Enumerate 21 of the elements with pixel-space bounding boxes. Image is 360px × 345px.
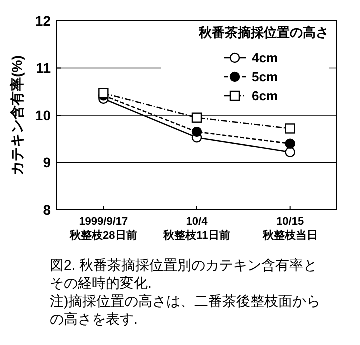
point [285,147,296,158]
x-tick-label: 1999/9/17 秋整枝28日前 [69,216,138,242]
legend-label: 5cm [252,70,278,85]
y-tick-label: 11 [36,60,52,76]
y-tick-label: 12 [35,12,52,29]
caption: 図2. 秋番茶摘採位置別のカテキン含有率とその経時的変化. [50,257,318,291]
point [192,126,202,138]
y-tick-label: 10 [35,107,52,124]
point [285,124,296,134]
legend-label: 6cm [252,88,278,104]
point [98,88,109,98]
text: 注)摘採位置の高さは、二番茶後整枝面からの高さを表す. [50,293,321,327]
y-axis-title: カテキン含有率(%) [9,56,25,176]
point [192,112,202,123]
legend-label: 4cm [252,50,278,66]
y-tick-label: 8 [43,202,52,218]
x-tick-label: 10/15 秋整枝当日 [262,216,318,242]
point [285,138,296,149]
y-tick-label: 9 [43,154,52,171]
x-tick-label: 10/4 秋整枝11日前 [162,216,230,242]
legend-title: 秋番茶摘採位置の高さ [198,25,329,40]
